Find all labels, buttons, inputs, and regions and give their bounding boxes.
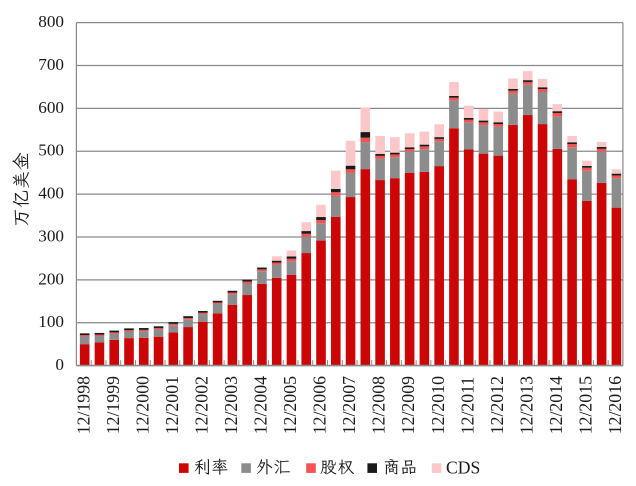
svg-text:12/2003: 12/2003 bbox=[221, 376, 241, 434]
svg-text:700: 700 bbox=[38, 55, 64, 74]
svg-text:12/2013: 12/2013 bbox=[516, 376, 536, 434]
svg-text:300: 300 bbox=[38, 227, 64, 246]
svg-text:CDS: CDS bbox=[446, 457, 480, 477]
svg-text:12/2009: 12/2009 bbox=[398, 376, 418, 434]
svg-text:12/2004: 12/2004 bbox=[251, 376, 271, 434]
svg-text:12/1998: 12/1998 bbox=[73, 376, 93, 434]
svg-text:12/2010: 12/2010 bbox=[428, 376, 448, 434]
svg-text:12/2008: 12/2008 bbox=[369, 376, 389, 434]
svg-text:600: 600 bbox=[38, 98, 64, 117]
svg-text:12/2006: 12/2006 bbox=[310, 376, 330, 434]
svg-text:12/2016: 12/2016 bbox=[605, 376, 625, 434]
svg-text:100: 100 bbox=[38, 312, 64, 331]
svg-text:12/2000: 12/2000 bbox=[132, 376, 152, 434]
svg-text:400: 400 bbox=[38, 184, 64, 203]
svg-text:0: 0 bbox=[55, 355, 64, 374]
svg-text:12/1999: 12/1999 bbox=[103, 376, 123, 434]
svg-text:12/2002: 12/2002 bbox=[191, 376, 211, 434]
svg-text:12/2005: 12/2005 bbox=[280, 376, 300, 434]
svg-text:12/2015: 12/2015 bbox=[575, 376, 595, 434]
svg-text:12/2014: 12/2014 bbox=[546, 376, 566, 434]
svg-text:500: 500 bbox=[38, 141, 64, 160]
svg-text:200: 200 bbox=[38, 269, 64, 288]
svg-text:12/2001: 12/2001 bbox=[162, 376, 182, 434]
svg-text:12/2012: 12/2012 bbox=[487, 376, 507, 434]
svg-text:12/2011: 12/2011 bbox=[457, 377, 477, 435]
svg-text:800: 800 bbox=[38, 12, 64, 31]
svg-text:12/2007: 12/2007 bbox=[339, 376, 359, 434]
